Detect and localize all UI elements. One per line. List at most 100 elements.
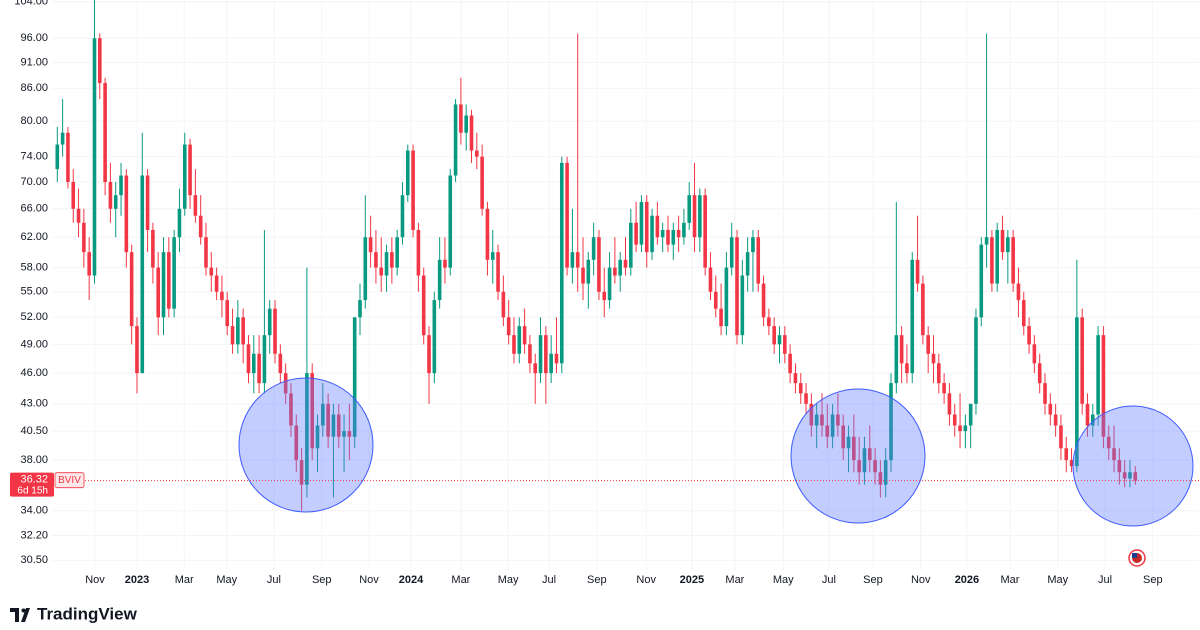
candle-body [538, 335, 543, 374]
candle-body [591, 237, 596, 260]
candle-body [230, 326, 235, 345]
candle-body [209, 267, 214, 276]
candle-body [745, 252, 750, 276]
candle-body [602, 291, 607, 301]
candle-body [671, 229, 676, 245]
candle-body [1080, 317, 1084, 404]
candle-body [713, 291, 718, 309]
candles [55, 0, 1138, 511]
candle-body [984, 237, 989, 245]
candle-body [480, 156, 484, 209]
candle-body [273, 308, 277, 354]
y-tick-label: 43.00 [20, 398, 48, 410]
candle-body [278, 353, 283, 374]
candle-body [597, 237, 601, 292]
candle-body [947, 393, 952, 415]
candle-body [1069, 460, 1074, 467]
candle-body [384, 252, 389, 276]
candle-body [644, 201, 649, 253]
candle-body [968, 403, 973, 426]
x-tick-label: Mar [451, 574, 470, 586]
candle-body [607, 267, 612, 301]
candle-body [129, 252, 134, 327]
candle-body [772, 326, 776, 345]
candle-body [1112, 448, 1116, 461]
x-tick-label: Sep [863, 574, 883, 586]
candle-body [921, 283, 925, 336]
candle-body [443, 259, 447, 268]
candle-body [1032, 344, 1037, 364]
candle-body [1128, 472, 1132, 479]
candle-body [411, 150, 415, 230]
candle-body [145, 175, 150, 230]
candle-body [501, 291, 506, 318]
candle-body [581, 267, 585, 284]
candle-body [251, 353, 256, 374]
candle-body [1133, 472, 1138, 481]
candle-body [788, 353, 792, 374]
candle-body [963, 425, 968, 432]
candle-body [650, 215, 654, 253]
candle-body [363, 237, 368, 301]
x-tick-label: May [498, 574, 519, 586]
x-tick-label: 2024 [399, 574, 424, 586]
candle-body [1122, 472, 1127, 479]
candle-body [506, 317, 511, 336]
candle-body [692, 195, 697, 238]
candle-body [995, 229, 1000, 284]
candle-body [156, 267, 161, 318]
y-tick-label: 30.50 [20, 554, 48, 566]
x-tick-label: Sep [1143, 574, 1163, 586]
candle-body [618, 259, 622, 276]
y-tick-label: 34.00 [20, 505, 48, 517]
candle-body [405, 150, 410, 196]
candle-body [724, 267, 729, 327]
candle-body [432, 300, 437, 374]
axes: 104.00 96.00 91.00 86.00 80.00 74.00 70.00 66.0… [14, 0, 1162, 586]
candle-body [379, 267, 384, 276]
candle-body [66, 132, 70, 182]
candle-body [756, 237, 761, 284]
y-tick-label: 70.00 [20, 176, 48, 188]
candle-body [979, 244, 984, 318]
candle-body [374, 252, 378, 268]
candle-body [804, 393, 808, 404]
candle-body [623, 259, 628, 268]
candle-body [294, 425, 299, 461]
candle-body [246, 344, 251, 374]
candle-body [103, 83, 107, 182]
candle-body [655, 215, 660, 238]
candle-body [71, 181, 76, 209]
candle-body [342, 431, 346, 437]
candle-body [177, 208, 182, 238]
candle-body [1117, 460, 1122, 473]
candle-body [310, 373, 314, 449]
y-tick-label: 52.00 [20, 311, 48, 323]
candle-body [347, 431, 352, 437]
candle-body [767, 317, 771, 327]
symbol-label: BVIV [58, 475, 81, 486]
candle-body [825, 425, 830, 437]
y-tick-label: 66.00 [20, 203, 48, 215]
candle-body [698, 195, 702, 238]
candle-body [1011, 237, 1015, 284]
candle-body [783, 335, 787, 354]
candle-body [873, 460, 877, 473]
candle-body [1059, 425, 1063, 449]
x-tick-label: Nov [359, 574, 379, 586]
x-tick-label: Mar [725, 574, 744, 586]
highlight-circle [790, 388, 926, 524]
candle-body [613, 267, 617, 276]
candle-body [703, 195, 707, 268]
candle-body [660, 229, 665, 238]
candle-body [682, 222, 686, 238]
candle-body [283, 373, 288, 394]
candle-body [570, 252, 575, 268]
candle-body [1101, 335, 1106, 437]
candle-body [108, 181, 113, 209]
candle-body [485, 208, 490, 260]
x-tick-label: Sep [587, 574, 607, 586]
candle-body [182, 144, 187, 209]
candle-body [814, 414, 819, 426]
